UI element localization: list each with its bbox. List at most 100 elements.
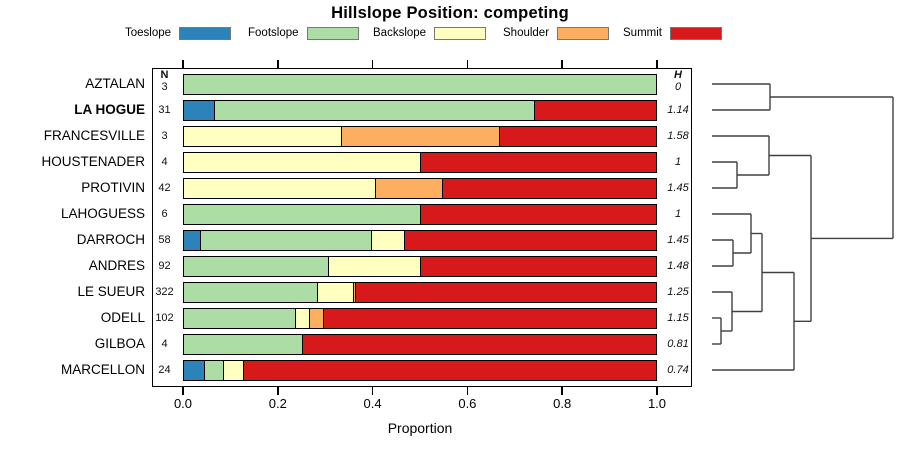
- x-axis-tick: [561, 387, 563, 395]
- legend-item-summit: Summit: [623, 25, 722, 41]
- bar-row: [183, 281, 657, 303]
- n-value: 6: [161, 208, 168, 220]
- bar-row: [183, 73, 657, 95]
- bar-row: [183, 333, 657, 355]
- legend-swatch-shoulder: [557, 26, 610, 40]
- row-label: LAHOGUESS: [60, 206, 145, 221]
- legend-swatch-summit: [669, 26, 722, 40]
- h-value: 1: [674, 156, 682, 168]
- bar-segment-footslope: [184, 74, 656, 94]
- h-value: 1.45: [667, 182, 689, 194]
- x-axis-tick-label: 1.0: [647, 396, 667, 411]
- h-value: 1.15: [667, 312, 689, 324]
- legend-label: Footslope: [248, 27, 299, 39]
- h-value: 1.58: [667, 130, 689, 142]
- bar-segment-backslope: [327, 256, 420, 276]
- x-axis-tick: [466, 59, 469, 68]
- row-label: LE SUEUR: [77, 284, 145, 299]
- legend-item-shoulder: Shoulder: [503, 25, 610, 41]
- n-value: 3: [161, 81, 168, 93]
- legend-item-footslope: Footslope: [248, 25, 359, 41]
- n-value: 92: [158, 260, 171, 272]
- bar-segment-shoulder: [341, 126, 499, 146]
- bar-segment-summit: [355, 282, 656, 302]
- legend-item-backslope: Backslope: [373, 25, 487, 41]
- chart-title: Hillslope Position: competing: [331, 4, 569, 22]
- x-axis-tick-label: 0.6: [458, 396, 477, 411]
- n-column-header: N: [160, 69, 169, 81]
- row-label: LA HOGUE: [74, 102, 145, 117]
- x-axis-tick: [371, 387, 374, 395]
- bar-segment-summit: [442, 178, 656, 198]
- n-value: 31: [158, 104, 171, 116]
- row-label: AZTALAN: [85, 76, 145, 91]
- n-value: 42: [158, 182, 171, 194]
- bar-segment-summit: [302, 334, 656, 354]
- bar-row: [183, 177, 657, 199]
- bar-segment-summit: [420, 204, 656, 224]
- n-value: 4: [161, 338, 168, 350]
- x-axis-tick-label: 0.2: [268, 396, 287, 411]
- row-label: PROTIVIN: [81, 180, 145, 195]
- bar-row: [183, 203, 657, 225]
- bar-segment-summit: [322, 308, 656, 328]
- h-value: 1.14: [667, 104, 689, 116]
- row-label: ANDRES: [88, 258, 145, 273]
- bar-segment-summit: [534, 100, 656, 120]
- bar-segment-backslope: [223, 360, 244, 380]
- bar-segment-shoulder: [352, 282, 356, 302]
- bar-segment-summit: [243, 360, 656, 380]
- legend-swatch-footslope: [306, 26, 359, 40]
- h-value: 0.81: [667, 338, 689, 350]
- bar-segment-backslope: [184, 126, 342, 146]
- x-axis-tick-label: 0.0: [173, 396, 193, 411]
- bar-segment-footslope: [184, 256, 328, 276]
- bar-segment-summit: [403, 230, 656, 250]
- x-axis-tick: [371, 59, 374, 68]
- bar-segment-footslope: [184, 282, 318, 302]
- n-value: 102: [155, 312, 174, 324]
- row-label: FRANCESVILLE: [43, 128, 145, 143]
- h-value: 1.25: [667, 286, 689, 298]
- legend-label: Backslope: [373, 27, 427, 39]
- x-axis-tick: [561, 59, 563, 68]
- x-axis-tick-label: 0.8: [553, 396, 572, 411]
- legend-label: Shoulder: [503, 27, 550, 39]
- n-value: 322: [155, 286, 174, 298]
- legend-item-toeslope: Toeslope: [125, 25, 232, 41]
- legend-label: Summit: [623, 27, 662, 39]
- n-value: 4: [161, 156, 168, 168]
- h-value: 1.48: [667, 260, 689, 272]
- bar-row: [183, 99, 657, 121]
- bar-segment-summit: [419, 256, 656, 276]
- bar-segment-backslope: [184, 178, 376, 198]
- row-label: MARCELLON: [60, 362, 145, 377]
- plot-frame: [152, 68, 692, 387]
- bar-row: [183, 255, 657, 277]
- h-value: 1.45: [667, 234, 689, 246]
- bar-segment-summit: [498, 126, 656, 146]
- row-label: ODELL: [100, 310, 145, 325]
- n-value: 3: [161, 130, 168, 142]
- bar-segment-shoulder: [375, 178, 443, 198]
- x-axis-tick: [277, 387, 279, 395]
- bar-segment-toeslope: [184, 100, 215, 120]
- bar-segment-backslope: [184, 152, 420, 172]
- bar-segment-toeslope: [184, 360, 204, 380]
- bar-row: [183, 151, 657, 173]
- bar-row: [183, 125, 657, 147]
- x-axis-tick: [182, 387, 184, 395]
- bar-segment-toeslope: [184, 230, 201, 250]
- bar-segment-backslope: [295, 308, 309, 328]
- h-column-header: H: [674, 69, 682, 81]
- n-value: 58: [158, 234, 171, 246]
- x-axis-tick: [466, 387, 469, 395]
- x-axis-tick: [277, 59, 279, 68]
- bar-segment-shoulder: [308, 308, 323, 328]
- bar-segment-footslope: [184, 204, 420, 224]
- row-label: GILBOA: [94, 336, 145, 351]
- bar-segment-backslope: [317, 282, 353, 302]
- h-value: 1: [674, 208, 682, 220]
- legend-swatch-toeslope: [179, 26, 232, 40]
- bar-row: [183, 307, 657, 329]
